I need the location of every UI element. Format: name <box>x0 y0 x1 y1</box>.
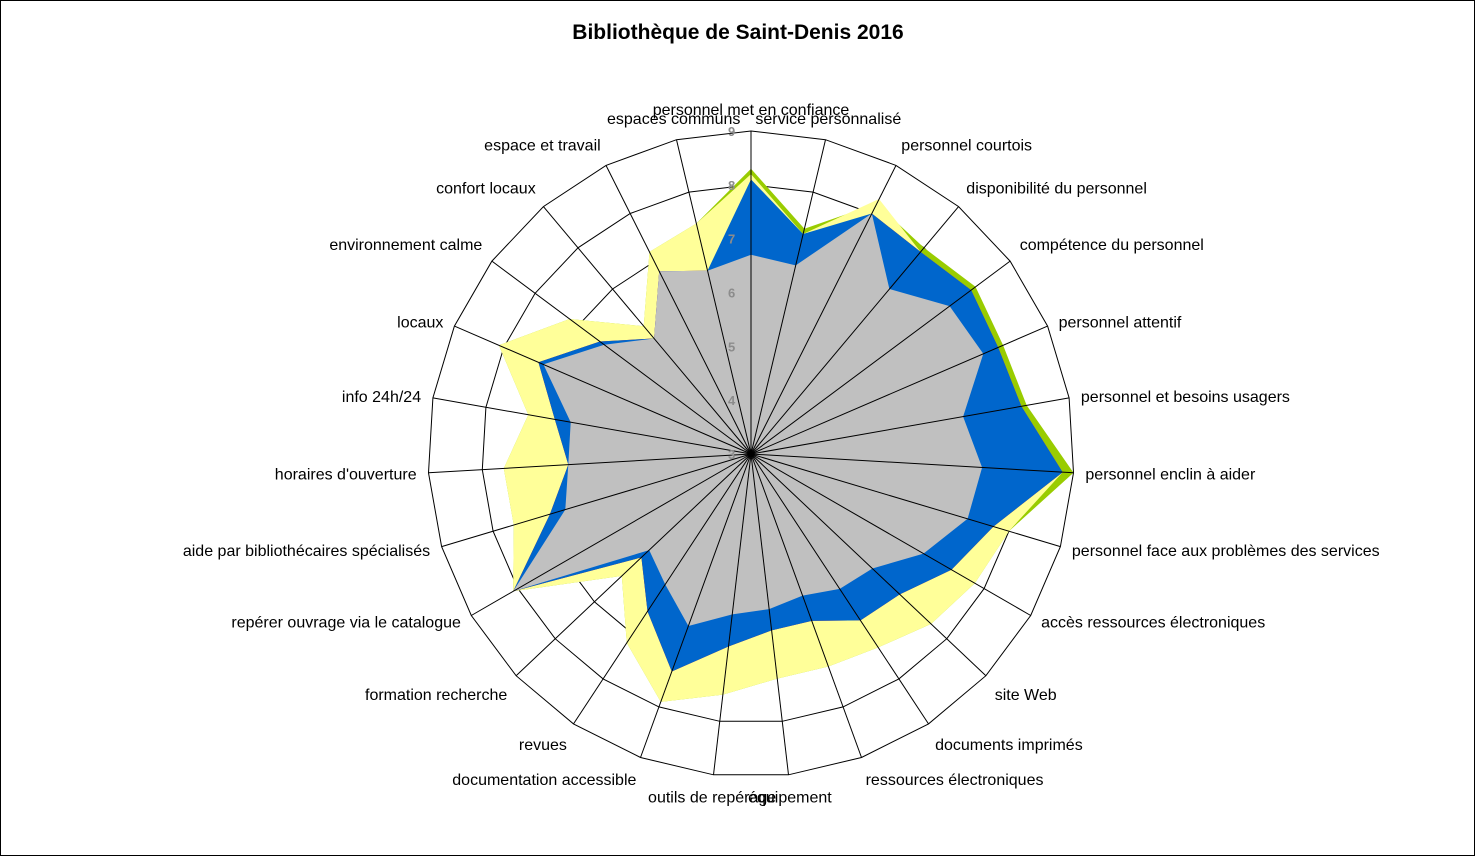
category-label: disponibilité du personnel <box>966 180 1147 197</box>
category-label: ressources électroniques <box>866 772 1044 789</box>
category-label: documents imprimés <box>935 737 1083 754</box>
spoke <box>750 206 959 455</box>
spoke <box>605 165 752 455</box>
tick-label: 6 <box>728 286 735 301</box>
category-label: environnement calme <box>329 237 482 254</box>
category-label: compétence du personnel <box>1020 237 1204 254</box>
spoke <box>454 325 752 455</box>
spoke <box>543 206 752 455</box>
category-label: outils de repérage <box>648 790 776 807</box>
spoke <box>750 453 1031 616</box>
category-label: personnel et besoins usagers <box>1081 389 1290 406</box>
spoke <box>676 139 752 455</box>
category-label: espaces communs <box>607 111 740 128</box>
tick-label: 7 <box>728 232 735 247</box>
category-label: service personnalisé <box>755 111 901 128</box>
chart-title: Bibliothèque de Saint-Denis 2016 <box>572 21 903 44</box>
spoke <box>515 453 752 677</box>
category-label: revues <box>519 737 567 754</box>
spoke <box>640 453 752 758</box>
spoke <box>750 453 789 775</box>
tick-label: 9 <box>728 124 735 139</box>
spoke <box>750 165 897 455</box>
category-label: personnel met en confiance <box>653 102 850 119</box>
spoke <box>750 453 862 758</box>
spoke <box>750 325 1048 455</box>
category-label: locaux <box>397 314 443 331</box>
category-label: équipement <box>748 790 832 807</box>
tick-label: 8 <box>728 178 735 193</box>
grid-ring-9 <box>427 130 1075 776</box>
category-label: espace et travail <box>484 138 601 155</box>
spoke <box>573 453 752 725</box>
category-label: personnel courtois <box>901 138 1032 155</box>
radar-spokes <box>428 131 1074 775</box>
category-label: site Web <box>995 687 1057 704</box>
category-label: aide par bibliothécaires spécialisés <box>183 543 430 560</box>
category-label: formation recherche <box>365 687 507 704</box>
category-label: confort locaux <box>436 180 536 197</box>
spoke <box>428 453 752 474</box>
spoke <box>750 397 1070 455</box>
category-label: accès ressources électroniques <box>1041 615 1265 632</box>
spoke <box>713 453 752 775</box>
spoke <box>750 260 1011 455</box>
category-label: personnel enclin à aider <box>1085 467 1256 484</box>
category-label: personnel face aux problèmes des service… <box>1072 543 1380 560</box>
tick-label: 5 <box>728 339 735 354</box>
category-label: documentation accessible <box>452 772 636 789</box>
tick-label: 3 <box>728 447 735 462</box>
tick-label: 4 <box>728 393 736 408</box>
spoke <box>750 453 929 725</box>
spoke <box>432 397 752 455</box>
spoke <box>750 453 987 677</box>
spoke <box>750 453 1061 548</box>
spoke <box>441 453 752 548</box>
spoke <box>750 139 826 455</box>
spoke <box>491 260 752 455</box>
radial-tick-labels: 3 4 5 6 7 8 9 <box>728 124 736 462</box>
spoke <box>750 453 1074 474</box>
radar-series <box>498 168 1074 702</box>
category-label: personnel attentif <box>1059 314 1182 331</box>
category-label: repérer ouvrage via le catalogue <box>231 615 461 632</box>
category-label: info 24h/24 <box>342 389 421 406</box>
category-label: horaires d'ouverture <box>275 467 417 484</box>
spoke <box>471 453 752 616</box>
